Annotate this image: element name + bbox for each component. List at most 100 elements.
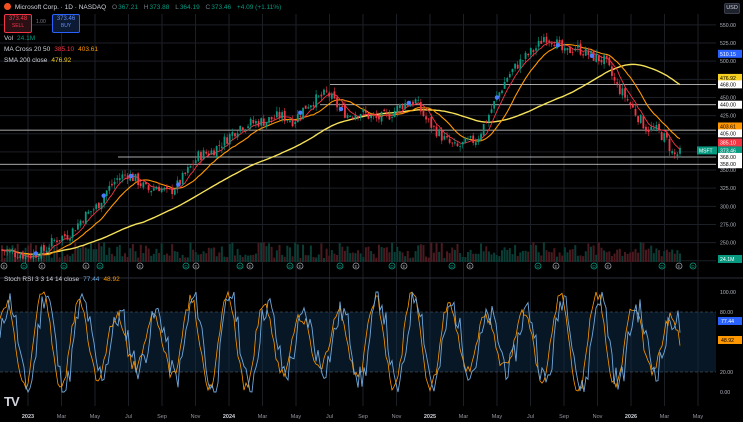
dividend-marker-icon — [658, 262, 666, 270]
candle-body — [32, 253, 35, 259]
volume-bar — [1, 245, 3, 262]
candle-body — [53, 240, 56, 241]
time-axis-label: Nov — [392, 414, 402, 420]
candle-body — [155, 187, 158, 190]
price-axis[interactable]: 550.00525.00500.00475.00450.00425.00400.… — [697, 23, 742, 396]
candle-body — [582, 54, 585, 56]
legend-stoch-rsi[interactable]: Stoch RSI 3 3 14 14 close 77.44 48.92 — [4, 276, 124, 283]
volume-bar — [624, 251, 627, 262]
candle-body — [265, 121, 268, 127]
volume-bar — [582, 256, 585, 262]
candle-body — [19, 255, 22, 259]
volume-bar — [168, 255, 171, 262]
candle-body — [131, 173, 134, 182]
candle-body — [357, 116, 359, 118]
volume-bar — [126, 256, 129, 262]
candle-body — [22, 253, 24, 259]
stoch-band — [0, 312, 716, 372]
volume-bar — [296, 244, 299, 262]
candle-body — [642, 116, 645, 129]
volume-bar — [233, 255, 236, 262]
price-tick-label: 425.00 — [720, 114, 736, 120]
volume-bar — [576, 255, 579, 262]
candle-body — [179, 180, 181, 185]
sell-button[interactable]: 373.48 SELL — [4, 14, 32, 33]
legend-volume[interactable]: Vol 24.1M — [4, 35, 39, 42]
candle-body — [37, 257, 40, 259]
volume-bar — [487, 251, 490, 262]
volume-bar — [186, 257, 189, 262]
candle-body — [668, 138, 671, 152]
candle-body — [126, 175, 129, 180]
dividend-marker-letter: D — [338, 264, 342, 269]
candle-body — [438, 129, 441, 137]
volume-bar — [610, 256, 613, 262]
earnings-marker-icon — [136, 262, 144, 270]
volume-bar — [210, 248, 213, 262]
volume-bar — [262, 242, 265, 262]
dividend-marker-letter: D — [98, 264, 102, 269]
candle-body — [658, 123, 660, 131]
stoch-badge — [718, 317, 742, 325]
volume-bar — [254, 253, 257, 262]
candle-body — [228, 134, 231, 145]
volume-bar — [69, 256, 72, 262]
time-axis[interactable]: 2023 Mar May Jul Sep Nov 2024 Mar May Jul Sep Nov 20… — [22, 414, 704, 420]
price-badge-label: 373.46 — [720, 148, 736, 154]
legend-sma[interactable]: SMA 200 close 476.92 — [4, 57, 75, 64]
candle-body — [312, 105, 315, 107]
dividend-marker-icon — [182, 262, 190, 270]
candle-body — [124, 174, 126, 176]
time-axis-label: Nov — [593, 414, 603, 420]
buy-button[interactable]: 373.46 BUY — [52, 14, 80, 33]
volume-bar — [241, 257, 244, 262]
volume-bar — [121, 256, 124, 262]
volume-bar — [453, 249, 456, 262]
candle-body — [213, 150, 215, 156]
ohlc-low-label: L — [175, 4, 179, 11]
volume-bar — [524, 250, 527, 262]
price-badge-label: 24.1M — [720, 257, 734, 263]
candle-body — [469, 136, 472, 138]
candle-body — [673, 152, 676, 155]
symbol-title[interactable]: Microsoft Corp. · 1D · NASDAQ — [14, 4, 107, 11]
time-axis-label: Mar — [660, 414, 670, 420]
candle-body — [58, 240, 61, 241]
stoch-tick-label: 0.00 — [720, 390, 730, 396]
candle-body — [92, 209, 95, 211]
candle-body — [200, 152, 202, 160]
candle-body — [621, 88, 624, 96]
candle-body — [563, 48, 566, 51]
candle-body — [398, 104, 401, 108]
candle-body — [514, 63, 516, 69]
time-axis-label: May — [291, 414, 302, 420]
legend-ma-cross[interactable]: MA Cross 20 50 385.10 403.61 — [4, 46, 102, 53]
volume-bar — [474, 253, 477, 262]
candle-body — [645, 126, 647, 132]
candle-body — [116, 178, 119, 180]
candle-body — [344, 105, 346, 118]
volume-bar — [385, 247, 388, 262]
time-axis-label: 2023 — [22, 414, 34, 420]
volume-bar — [205, 253, 208, 262]
volume-bar — [142, 253, 145, 262]
volume-bar — [438, 251, 441, 262]
currency-button[interactable]: USD — [724, 3, 740, 14]
candle-body — [270, 116, 273, 120]
candle-body — [647, 129, 650, 132]
volume-bar — [265, 246, 268, 262]
volume-bar — [330, 250, 333, 262]
candle-body — [435, 126, 438, 137]
volume-bar — [676, 250, 679, 262]
candle-body — [79, 220, 82, 226]
candle-body — [600, 59, 603, 63]
volume-label: Vol — [4, 35, 14, 42]
candle-body — [330, 93, 333, 99]
time-axis-label: Mar — [258, 414, 268, 420]
candle-body — [220, 146, 223, 149]
volume-bar — [163, 254, 166, 262]
volume-bar — [100, 246, 103, 262]
symbol-tag — [697, 146, 717, 155]
